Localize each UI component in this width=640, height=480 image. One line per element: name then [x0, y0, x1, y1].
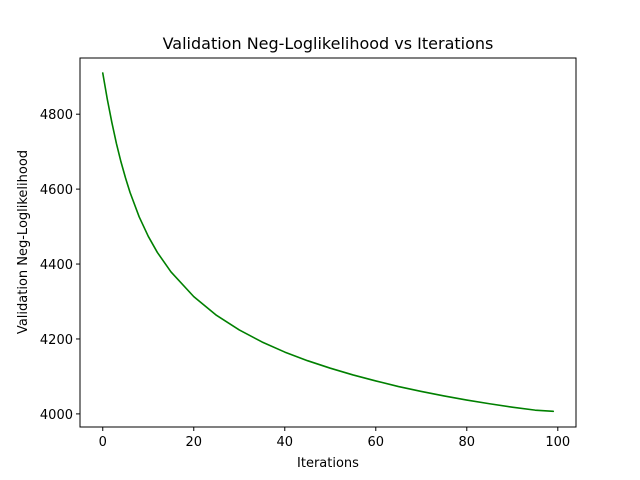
x-tick-label: 60: [368, 435, 385, 450]
chart-title: Validation Neg-Loglikelihood vs Iteratio…: [163, 34, 494, 53]
series-line: [101, 72, 555, 413]
axis-ticks: 0 20 40 60 80 100 4000 4200 4400 4600 4800: [40, 108, 570, 450]
x-tick-label: 20: [185, 435, 202, 450]
x-tick-label: 0: [99, 435, 107, 450]
y-axis-label: Validation Neg-Loglikelihood: [16, 150, 31, 334]
x-axis-label: Iterations: [297, 456, 359, 471]
x-tick-label: 40: [276, 435, 293, 450]
x-tick-label: 80: [459, 435, 476, 450]
series-layer: [101, 72, 555, 413]
y-tick-label: 4000: [40, 408, 73, 423]
plot-frame: [79, 57, 577, 428]
y-tick-label: 4800: [40, 108, 73, 123]
x-tick-label: 100: [545, 435, 570, 450]
y-tick-label: 4400: [40, 258, 73, 273]
y-tick-label: 4600: [40, 183, 73, 198]
y-tick-label: 4200: [40, 333, 73, 348]
